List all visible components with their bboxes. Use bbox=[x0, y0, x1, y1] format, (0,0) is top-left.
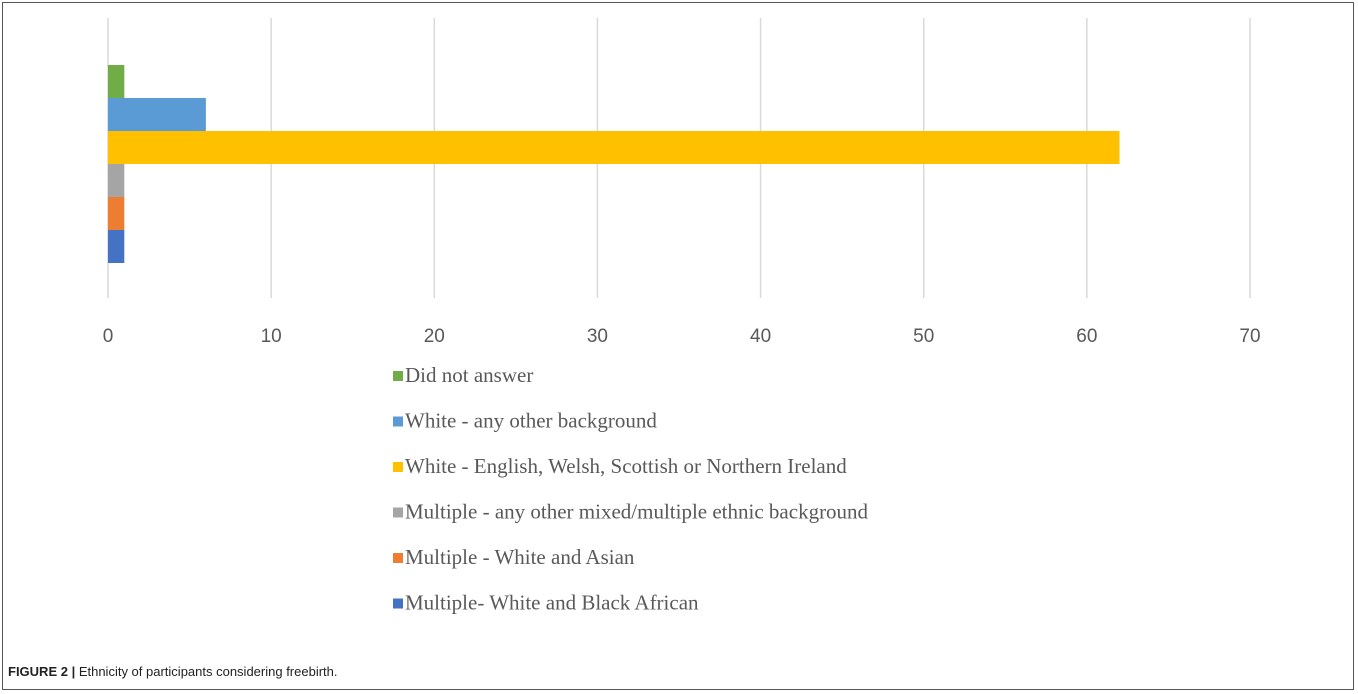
legend-swatch-0 bbox=[393, 371, 403, 381]
bar-0 bbox=[108, 65, 125, 98]
x-tick-label-10: 10 bbox=[261, 326, 282, 347]
bar-4 bbox=[108, 197, 125, 230]
x-tick-label-70: 70 bbox=[1239, 326, 1260, 347]
legend-label-2: White - English, Welsh, Scottish or Nort… bbox=[405, 454, 847, 478]
x-tick-label-40: 40 bbox=[750, 326, 771, 347]
bar-1 bbox=[108, 98, 206, 131]
legend-label-0: Did not answer bbox=[405, 363, 533, 387]
x-tick-label-60: 60 bbox=[1076, 326, 1097, 347]
bar-5 bbox=[108, 230, 125, 263]
legend: Did not answer White - any other backgrou… bbox=[393, 363, 869, 615]
bars bbox=[108, 65, 1120, 263]
figure-caption: FIGURE 2 | Ethnicity of participants con… bbox=[8, 664, 338, 679]
legend-label-1: White - any other background bbox=[405, 409, 657, 433]
legend-swatch-2 bbox=[393, 462, 403, 472]
legend-swatch-3 bbox=[393, 507, 403, 518]
x-axis-tick-labels: 0 10 20 30 40 50 60 70 bbox=[103, 326, 1261, 347]
legend-swatch-4 bbox=[393, 553, 403, 563]
legend-label-5: Multiple- White and Black African bbox=[405, 591, 699, 615]
figure-caption-label: FIGURE 2 | bbox=[8, 664, 76, 679]
legend-swatch-1 bbox=[393, 416, 403, 427]
legend-label-4: Multiple - White and Asian bbox=[405, 545, 635, 569]
bar-2 bbox=[108, 131, 1120, 164]
x-tick-label-30: 30 bbox=[587, 326, 608, 347]
bar-3 bbox=[108, 164, 125, 197]
x-tick-label-50: 50 bbox=[913, 326, 934, 347]
x-tick-label-20: 20 bbox=[424, 326, 445, 347]
legend-swatch-5 bbox=[393, 598, 403, 609]
x-tick-label-0: 0 bbox=[103, 326, 114, 347]
figure-caption-text: Ethnicity of participants considering fr… bbox=[75, 664, 338, 679]
legend-label-3: Multiple - any other mixed/multiple ethn… bbox=[405, 500, 869, 524]
